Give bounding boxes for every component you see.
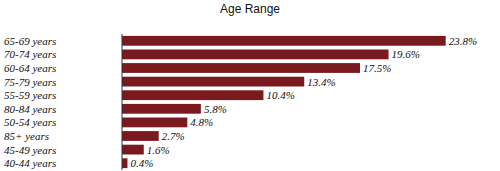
data-label: 19.6% (392, 48, 420, 60)
bar (122, 63, 360, 73)
data-label: 0.4% (130, 157, 153, 169)
chart: Age Range 65-69 years 23.8% 70-74 years 19.6… (0, 0, 500, 171)
bars (122, 36, 446, 168)
data-label: 2.7% (162, 130, 185, 142)
bar (122, 158, 127, 168)
category-label: 75-79 years (4, 76, 56, 88)
bar (122, 50, 389, 60)
bar (122, 131, 159, 141)
bar (122, 90, 263, 100)
category-label: 65-69 years (4, 35, 56, 47)
category-label: 50-54 years (4, 116, 56, 128)
axis-line (122, 34, 123, 170)
data-label: 23.8% (449, 35, 477, 47)
data-label: 5.8% (204, 103, 227, 115)
category-label: 55-59 years (4, 89, 56, 101)
bar (122, 36, 446, 46)
category-label: 80-84 years (4, 103, 56, 115)
data-label: 13.4% (307, 76, 335, 88)
data-label: 10.4% (266, 89, 294, 101)
category-label: 45-49 years (4, 144, 56, 156)
data-label: 17.5% (363, 62, 391, 74)
bar (122, 118, 187, 128)
labels: 65-69 years 23.8% 70-74 years 19.6% 60-64 ye… (4, 35, 477, 169)
category-label: 40-44 years (4, 157, 56, 169)
bar (122, 77, 304, 87)
data-label: 1.6% (147, 144, 170, 156)
category-label: 85+ years (4, 130, 49, 142)
bar (122, 104, 201, 114)
category-label: 70-74 years (4, 48, 56, 60)
data-label: 4.8% (190, 116, 213, 128)
category-label: 60-64 years (4, 62, 56, 74)
bar (122, 145, 144, 155)
title: Age Range (220, 2, 280, 16)
